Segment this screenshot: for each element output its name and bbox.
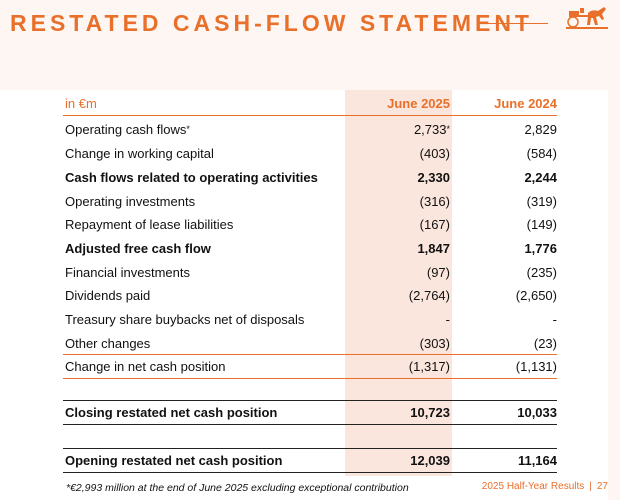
column-header-june-2024: June 2024 [494,92,557,115]
value-june-2024: (23) [534,332,557,355]
row-label: Change in net cash position [65,355,225,378]
page-title: RESTATED CASH-FLOW STATEMENT [10,10,533,37]
table-row: Other changes (303) (23) [63,332,557,355]
horse-carriage-logo-icon [564,5,610,31]
row-label: Change in working capital [65,142,214,165]
row-label: Treasury share buybacks net of disposals [65,308,304,331]
value-june-2025: (303) [420,332,450,355]
row-label: Operating investments [65,190,195,213]
table-row: Financial investments (97) (235) [63,261,557,284]
row-label: Other changes [65,332,150,355]
row-label: Closing restated net cash position [65,401,277,424]
value-june-2025: (97) [427,261,450,284]
table-row: Change in working capital (403) (584) [63,142,557,165]
column-header-june-2025: June 2025 [387,92,450,115]
table-row-total: Closing restated net cash position 10,72… [63,400,557,425]
footnote-mark: * [446,124,450,134]
table-row-total: Opening restated net cash position 12,03… [63,448,557,473]
value-june-2024: 11,164 [518,449,557,472]
table-row: Dividends paid (2,764) (2,650) [63,284,557,307]
row-label: Financial investments [65,261,190,284]
row-label: Repayment of lease liabilities [65,213,233,236]
value-june-2024: (2,650) [516,284,557,307]
table-row-subtotal: Cash flows related to operating activiti… [63,166,557,189]
value-june-2024: 2,829 [524,118,557,141]
value-june-2024: - [553,308,557,331]
value-june-2025: 10,723 [410,401,450,424]
report-name: 2025 Half-Year Results [482,481,584,492]
value-june-2024: (319) [527,190,557,213]
table-row: Change in net cash position (1,317) (1,1… [63,354,557,379]
page-footer: 2025 Half-Year Results | 27 [482,481,608,492]
value-june-2024: (1,131) [516,355,557,378]
value-june-2025: (167) [420,213,450,236]
value-june-2024: 10,033 [517,401,557,424]
value-june-2024: (149) [527,213,557,236]
table-header: in €m June 2025 June 2024 [63,92,557,116]
value-june-2025: 12,039 [410,449,450,472]
unit-label: in €m [65,92,97,115]
value-june-2024: 2,244 [524,166,557,189]
row-label: Operating cash flows [65,122,186,137]
title-rule [486,23,548,24]
value-june-2025: (1,317) [409,355,450,378]
value-june-2025: 2,733 [414,122,447,137]
value-june-2025: 1,847 [417,237,450,260]
table-row: Treasury share buybacks net of disposals… [63,308,557,331]
page-number: 27 [597,481,608,492]
value-june-2024: (584) [527,142,557,165]
footnote-mark: * [186,124,190,134]
row-label: Cash flows related to operating activiti… [65,166,318,189]
table-row-subtotal: Adjusted free cash flow 1,847 1,776 [63,237,557,260]
value-june-2025: 2,330 [417,166,450,189]
row-label: Dividends paid [65,284,150,307]
table-row: Operating cash flows* 2,733* 2,829 [63,118,557,141]
table-row: Repayment of lease liabilities (167) (14… [63,213,557,236]
table-row: Operating investments (316) (319) [63,190,557,213]
value-june-2025: (2,764) [409,284,450,307]
row-label: Opening restated net cash position [65,449,282,472]
footer-separator: | [589,481,592,492]
value-june-2025: (403) [420,142,450,165]
footnote: *€2,993 million at the end of June 2025 … [66,482,409,494]
row-label: Adjusted free cash flow [65,237,211,260]
value-june-2025: - [446,308,450,331]
value-june-2024: (235) [527,261,557,284]
value-june-2024: 1,776 [524,237,557,260]
value-june-2025: (316) [420,190,450,213]
